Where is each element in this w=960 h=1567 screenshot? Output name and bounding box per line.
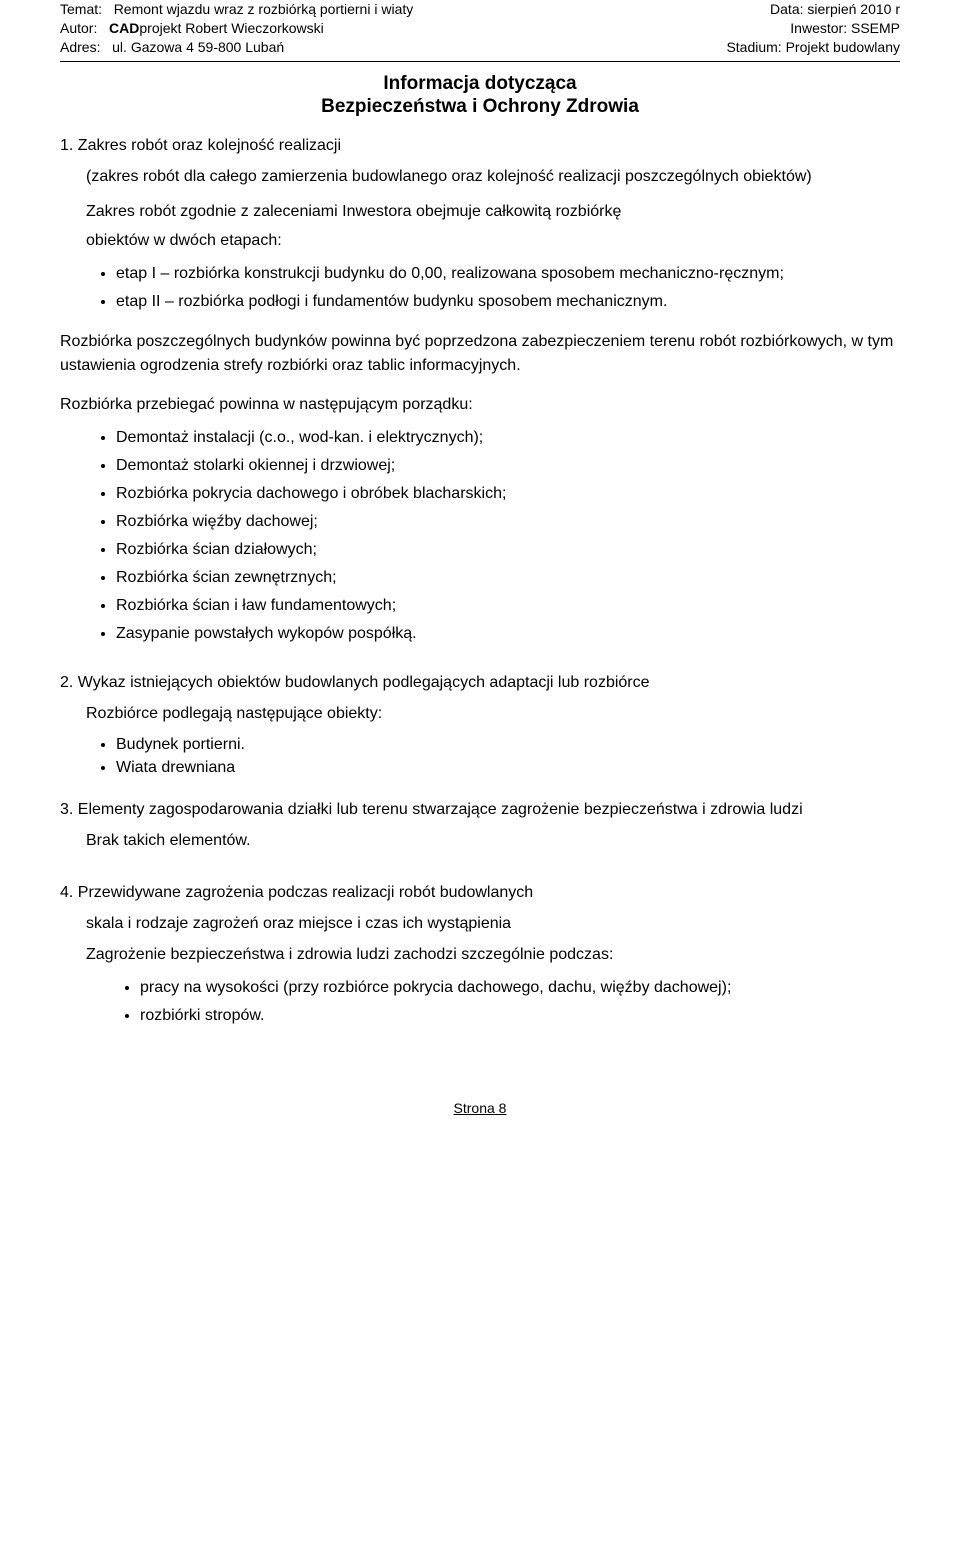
data-value: Data: sierpień 2010 r [770,1,900,17]
temat-label: Temat: [60,1,102,17]
header-right-3: Stadium: Projekt budowlany [726,38,900,57]
list-item: Budynek portierni. [116,733,900,756]
autor-rest: projekt Robert Wieczorkowski [139,20,323,36]
section4-sub2: Zagrożenie bezpieczeństwa i zdrowia ludz… [86,943,900,968]
autor-bold: CAD [109,20,139,36]
list-item: pracy na wysokości (przy rozbiórce pokry… [140,974,900,1002]
inwestor-value: Inwestor: SSEMP [790,20,900,36]
list-item: Wiata drewniana [116,756,900,779]
list-item: Demontaż instalacji (c.o., wod-kan. i el… [116,424,900,452]
list-item: etap I – rozbiórka konstrukcji budynku d… [116,260,900,288]
list-item: Zasypanie powstałych wykopów pospółką. [116,620,900,648]
header-row-3: Adres: ul. Gazowa 4 59-800 Lubań Stadium… [60,38,900,57]
document-title: Informacja dotycząca Bezpieczeństwa i Oc… [60,72,900,120]
list-item: Rozbiórka ścian zewnętrznych; [116,564,900,592]
section3-sub: Brak takich elementów. [86,829,900,854]
autor-label: Autor: [60,20,97,36]
section1-para1: Rozbiórka poszczególnych budynków powinn… [60,330,900,380]
header-left-2: Autor: CADprojekt Robert Wieczorkowski [60,19,324,38]
section4-heading: 4. Przewidywane zagrożenia podczas reali… [60,884,900,902]
stadium-value: Stadium: Projekt budowlany [726,39,900,55]
section1-order-heading: Rozbiórka przebiegać powinna w następują… [60,393,900,418]
header-row-1: Temat: Remont wjazdu wraz z rozbiórką po… [60,0,900,19]
header-left-1: Temat: Remont wjazdu wraz z rozbiórką po… [60,0,413,19]
page-footer: Strona 8 [60,1100,900,1116]
list-item: rozbiórki stropów. [140,1002,900,1030]
title-line-1: Informacja dotycząca [60,72,900,96]
section1-sub2: Zakres robót zgodnie z zaleceniami Inwes… [86,200,900,225]
section1-order-list: Demontaż instalacji (c.o., wod-kan. i el… [60,424,900,648]
section1-etapy-list: etap I – rozbiórka konstrukcji budynku d… [60,260,900,316]
list-item: Rozbiórka pokrycia dachowego i obróbek b… [116,480,900,508]
section4-sub1: skala i rodzaje zagrożeń oraz miejsce i … [86,912,900,937]
section4-list: pracy na wysokości (przy rozbiórce pokry… [60,974,900,1030]
section1-heading: 1. Zakres robót oraz kolejność realizacj… [60,137,900,155]
header-right-2: Inwestor: SSEMP [790,19,900,38]
section1-sub3: obiektów w dwóch etapach: [86,229,900,254]
header-divider [60,61,900,62]
list-item: Rozbiórka więźby dachowej; [116,508,900,536]
section2-list: Budynek portierni. Wiata drewniana [60,733,900,779]
header-row-2: Autor: CADprojekt Robert Wieczorkowski I… [60,19,900,38]
header-left-3: Adres: ul. Gazowa 4 59-800 Lubań [60,38,284,57]
section1-sub1: (zakres robót dla całego zamierzenia bud… [86,165,900,190]
header-right-1: Data: sierpień 2010 r [770,0,900,19]
temat-value: Remont wjazdu wraz z rozbiórką portierni… [114,1,414,17]
page-number-value: 8 [499,1100,507,1116]
adres-label: Adres: [60,39,100,55]
page-container: Temat: Remont wjazdu wraz z rozbiórką po… [0,0,960,1156]
section3-heading: 3. Elementy zagospodarowania działki lub… [60,801,900,819]
list-item: Demontaż stolarki okiennej i drzwiowej; [116,452,900,480]
adres-value: ul. Gazowa 4 59-800 Lubań [112,39,284,55]
section2-heading: 2. Wykaz istniejących obiektów budowlany… [60,674,900,692]
page-label: Strona [454,1100,495,1116]
title-line-2: Bezpieczeństwa i Ochrony Zdrowia [60,95,900,119]
list-item: Rozbiórka ścian działowych; [116,536,900,564]
section2-sub: Rozbiórce podlegają następujące obiekty: [86,702,900,727]
list-item: Rozbiórka ścian i ław fundamentowych; [116,592,900,620]
list-item: etap II – rozbiórka podłogi i fundamentó… [116,288,900,316]
